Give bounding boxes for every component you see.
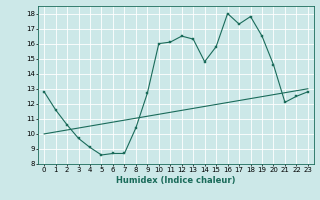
X-axis label: Humidex (Indice chaleur): Humidex (Indice chaleur): [116, 176, 236, 185]
